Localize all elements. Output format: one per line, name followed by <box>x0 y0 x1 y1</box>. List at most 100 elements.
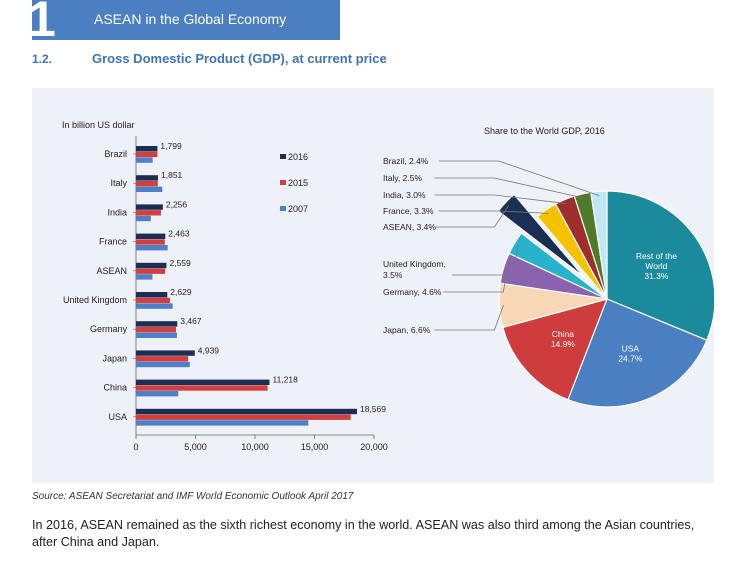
pie-outside-label: Germany, 4.6% <box>383 287 442 297</box>
bar-chart-category-label: France <box>99 237 127 247</box>
pie-leader-line <box>434 205 510 228</box>
pie-slice-china <box>502 298 608 401</box>
pie-leader-line <box>434 194 567 204</box>
section-title: Gross Domestic Product (GDP), at current… <box>92 51 387 66</box>
bar-germany-2007 <box>136 332 177 338</box>
pie-outside-label: United Kingdom, <box>383 259 446 269</box>
pie-slice-brazil <box>590 190 608 300</box>
pie-inside-label: 31.3% <box>644 271 669 281</box>
pie-slice-rest-of-the-world <box>606 190 716 342</box>
pie-outside-label: Brazil, 2.4% <box>383 156 429 166</box>
bar-usa-2015 <box>136 414 351 420</box>
bar-japan-2016 <box>136 350 195 356</box>
pie-inside-label: 14.9% <box>551 339 576 349</box>
bar-china-2016 <box>136 379 270 385</box>
bar-chart-x-tick-label: 10,000 <box>241 442 269 452</box>
pie-slice-usa <box>567 298 708 408</box>
bar-brazil-2015 <box>136 151 158 158</box>
pie-outside-label: ASEAN, 3.4% <box>383 222 436 232</box>
pie-outside-label: Japan, 6.6% <box>383 325 431 335</box>
pie-inside-label: USA <box>622 344 640 354</box>
chapter-title: ASEAN in the Global Economy <box>94 11 287 27</box>
bar-chart-category-label: China <box>103 383 127 393</box>
bar-asean-2016 <box>136 262 167 269</box>
bar-usa-2007 <box>136 420 309 426</box>
bar-italy-2016 <box>136 175 159 181</box>
bar-chart-data-label: 2,559 <box>169 258 191 268</box>
bar-germany-2016 <box>136 321 178 327</box>
bar-asean-2015 <box>136 268 166 274</box>
pie-inside-label: 24.7% <box>618 354 643 364</box>
bar-chart-legend-label: 2016 <box>288 152 308 162</box>
bar-chart-x-tick-label: 15,000 <box>301 442 329 452</box>
bar-france-2015 <box>136 239 165 245</box>
bar-chart-data-label: 1,799 <box>160 141 182 151</box>
bar-chart-data-label: 4,939 <box>198 345 220 355</box>
bar-chart-legend-swatch <box>280 180 286 185</box>
pie-inside-label: World <box>645 261 667 271</box>
bar-chart-data-label: 2,629 <box>170 287 192 297</box>
pie-outside-label: 3.5% <box>383 270 403 280</box>
bar-united-kingdom-2016 <box>136 292 168 298</box>
bar-chart-category-label: United Kingdom <box>63 295 127 305</box>
bar-chart-category-label: ASEAN <box>96 266 127 276</box>
bar-chart-x-tick-label: 0 <box>133 442 138 452</box>
bar-asean-2007 <box>136 274 153 280</box>
bar-china-2007 <box>136 391 179 397</box>
bar-france-2016 <box>136 233 166 239</box>
pie-leader-line <box>438 210 549 214</box>
bar-india-2007 <box>136 215 151 222</box>
bar-japan-2007 <box>136 361 190 368</box>
bar-chart-category-label: Japan <box>102 353 127 363</box>
bar-chart-data-label: 11,218 <box>272 375 298 385</box>
bar-chart-category-label: Brazil <box>104 149 127 159</box>
chart-panel: In billion US dollar 0 5,000 10,000 15,000 20… <box>32 88 716 483</box>
pie-inside-label: Rest of the <box>636 251 677 261</box>
pie-leader-line <box>452 245 519 276</box>
bar-chart-unit-label: In billion US dollar <box>62 120 135 130</box>
chapter-header <box>32 0 340 40</box>
bar-chart-legend-swatch <box>280 154 286 159</box>
bar-usa-2016 <box>136 408 357 415</box>
bar-chart-data-label: 18,569 <box>360 404 386 414</box>
pie-slice-united-kingdom <box>508 232 608 300</box>
pie-chart-title: Share to the World GDP, 2016 <box>484 126 605 136</box>
bar-chart-x-tick-label: 5,000 <box>184 442 207 452</box>
chart-svg: In billion US dollar 0 5,000 10,000 15,000 20… <box>62 120 716 452</box>
bar-japan-2015 <box>136 356 189 362</box>
body-paragraph: In 2016, ASEAN remained as the sixth ric… <box>32 518 695 549</box>
bar-united-kingdom-2007 <box>136 303 173 309</box>
bar-chart-legend-label: 2007 <box>288 204 308 214</box>
pie-leader-line <box>443 269 509 293</box>
bar-chart-category-label: Italy <box>110 178 127 188</box>
bar-chart-data-label: 1,851 <box>161 170 183 180</box>
pie-leader-line <box>434 305 504 331</box>
bar-chart-legend-swatch <box>280 206 286 211</box>
bar-brazil-2007 <box>136 157 153 163</box>
bar-india-2016 <box>136 204 163 210</box>
bar-brazil-2016 <box>136 146 158 152</box>
bar-chart-x-tick-label: 20,000 <box>360 442 388 452</box>
pie-outside-label: India, 3.0% <box>383 190 426 200</box>
bar-germany-2015 <box>136 326 176 333</box>
bar-italy-2015 <box>136 180 158 187</box>
bar-chart-data-label: 2,463 <box>168 229 190 239</box>
bar-chart-category-label: USA <box>108 412 127 422</box>
pie-outside-label: Italy, 2.5% <box>383 173 422 183</box>
pie-inside-label: China <box>552 329 574 339</box>
section-number: 1.2. <box>32 52 53 66</box>
bar-chart-data-label: 3,467 <box>180 316 202 326</box>
bar-chart-category-label: Germany <box>90 324 128 334</box>
bar-india-2015 <box>136 210 161 216</box>
bar-chart-data-label: 2,256 <box>166 199 188 209</box>
bar-italy-2007 <box>136 186 163 192</box>
bar-chart-category-label: India <box>107 207 127 217</box>
bar-france-2007 <box>136 245 168 251</box>
bar-china-2015 <box>136 385 268 391</box>
source-note: Source: ASEAN Secretariat and IMF World … <box>32 491 354 502</box>
chapter-number: 1 <box>28 0 56 47</box>
pie-leader-line <box>438 160 600 196</box>
bar-united-kingdom-2015 <box>136 297 171 304</box>
pie-leader-line <box>434 177 584 199</box>
pie-outside-label: France, 3.3% <box>383 206 434 216</box>
